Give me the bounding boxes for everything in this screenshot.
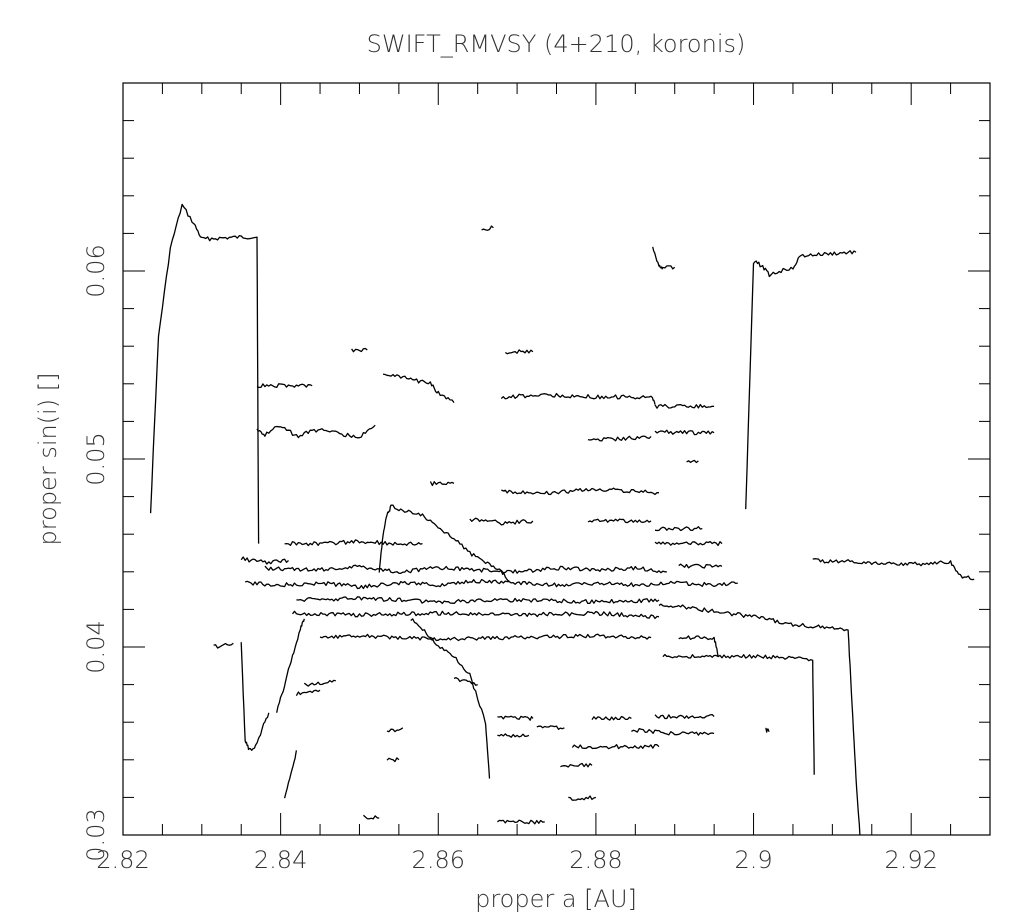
series-track <box>264 564 667 574</box>
series-track <box>429 481 455 487</box>
series-track <box>213 642 234 649</box>
series-track <box>256 424 376 439</box>
series-track <box>652 246 676 270</box>
series-track <box>256 383 313 389</box>
series-track <box>453 677 478 686</box>
x-tick-label: 2.88 <box>569 846 622 874</box>
series-track <box>351 347 368 353</box>
x-axis-title: proper a [AU] <box>475 885 637 913</box>
y-axis-title: proper sin(i) [] <box>34 373 62 546</box>
series-track <box>654 403 715 409</box>
series-track <box>497 715 534 721</box>
series-track <box>362 814 380 820</box>
plot-frame <box>122 82 991 836</box>
x-tick-label: 2.84 <box>254 846 307 874</box>
series-track <box>504 349 534 355</box>
series-track <box>284 539 423 547</box>
series-track <box>745 250 857 510</box>
series-track <box>500 392 656 405</box>
series-track <box>568 795 597 801</box>
series-track <box>654 540 723 547</box>
series-track <box>654 526 703 532</box>
series-track <box>765 727 770 733</box>
series-track <box>678 563 723 569</box>
series-track <box>295 689 321 697</box>
series-track <box>244 578 738 590</box>
series-track <box>658 603 861 836</box>
series-track <box>240 556 289 565</box>
series-track <box>469 517 534 526</box>
series-track <box>276 618 305 713</box>
series-track <box>149 203 260 544</box>
series-track <box>536 725 565 730</box>
y-tick-label: 0.05 <box>82 432 110 485</box>
x-tick-label: 2.92 <box>884 846 937 874</box>
series-track <box>662 653 815 775</box>
series-track <box>296 596 660 605</box>
tick-labels-layer: 2.82 2.84 2.86 2.88 2.9 2.92 0.03 0.04 0.05 0.06 <box>82 244 938 874</box>
series-track <box>291 610 660 620</box>
series-track <box>686 459 699 464</box>
y-tick-label: 0.06 <box>82 244 110 297</box>
x-tick-label: 2.9 <box>734 846 772 874</box>
series-track <box>654 713 715 720</box>
series-track <box>678 635 719 657</box>
series-track <box>481 225 494 231</box>
series-track <box>587 518 652 524</box>
series-track <box>319 633 652 642</box>
series-track <box>410 618 491 779</box>
series-track <box>497 819 545 825</box>
series-track <box>386 727 404 733</box>
chart-title: SWIFT_RMVSY (4+210, koronis) <box>367 30 746 58</box>
series-track <box>240 642 270 751</box>
y-tick-label: 0.03 <box>82 808 110 861</box>
series-layer <box>149 203 975 836</box>
series-track <box>386 757 400 763</box>
series-track <box>383 373 455 403</box>
series-track <box>571 744 660 750</box>
series-track <box>654 429 715 436</box>
series-track <box>591 715 632 721</box>
series-track <box>283 750 298 799</box>
series-track <box>303 679 336 687</box>
series-track <box>812 558 975 581</box>
x-tick-label: 2.82 <box>96 846 149 874</box>
y-tick-label: 0.04 <box>82 620 110 673</box>
series-track <box>631 727 715 736</box>
series-track <box>497 733 530 738</box>
series-track <box>378 504 510 582</box>
series-track <box>560 762 593 768</box>
x-tick-label: 2.86 <box>412 846 465 874</box>
series-track <box>500 487 660 496</box>
series-track <box>587 435 652 442</box>
